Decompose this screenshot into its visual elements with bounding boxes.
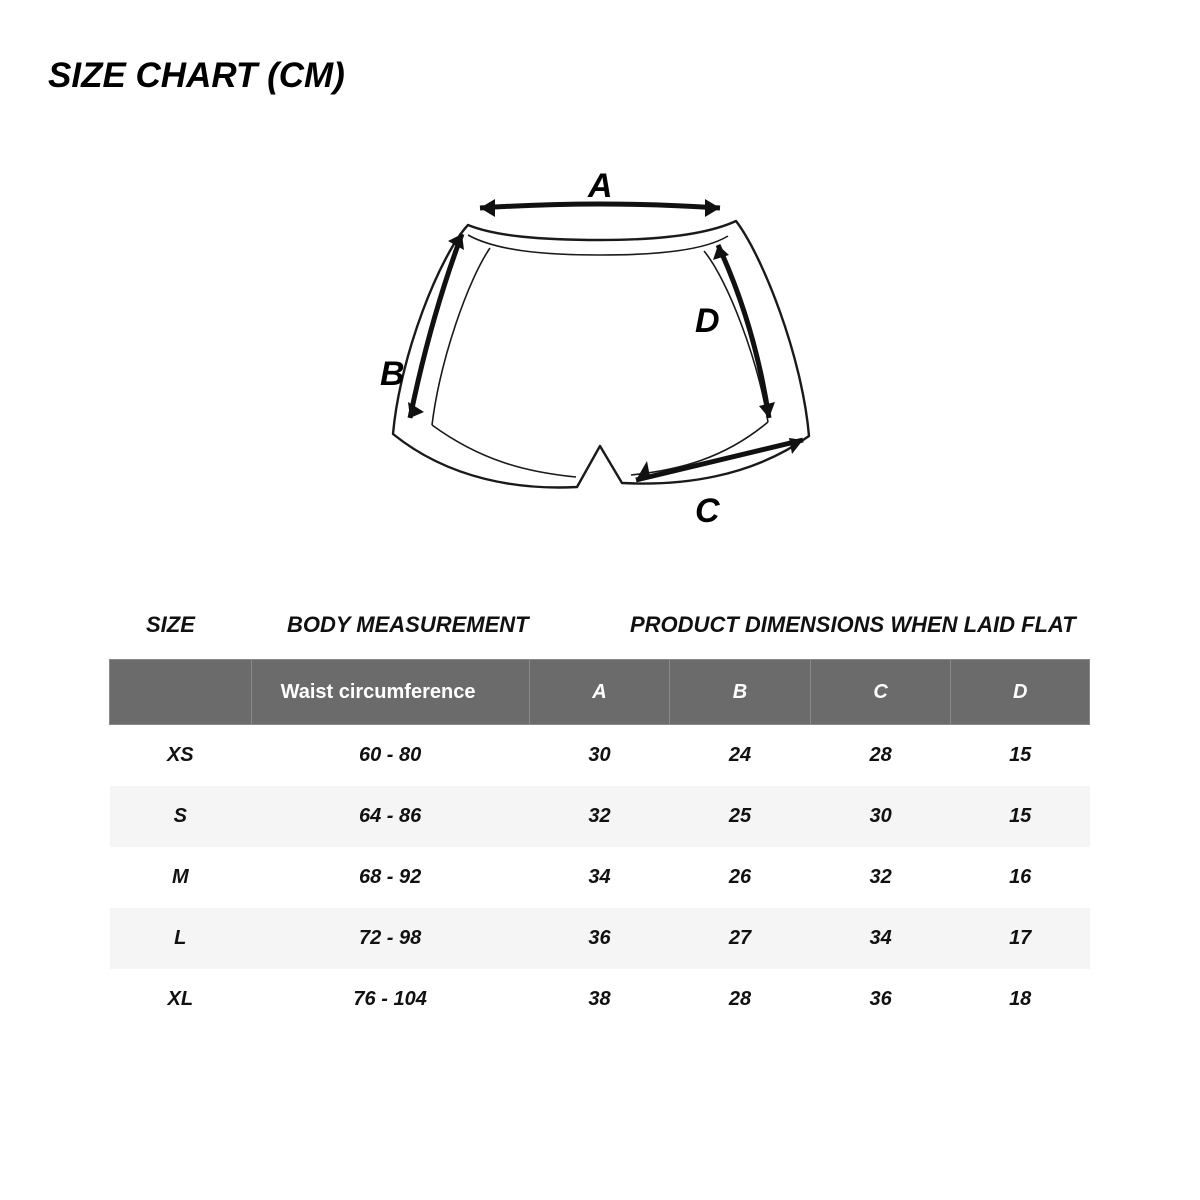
svg-text:A: A bbox=[587, 167, 613, 205]
svg-text:B: B bbox=[380, 355, 405, 393]
svg-text:C: C bbox=[695, 492, 720, 530]
svg-text:D: D bbox=[695, 302, 720, 340]
